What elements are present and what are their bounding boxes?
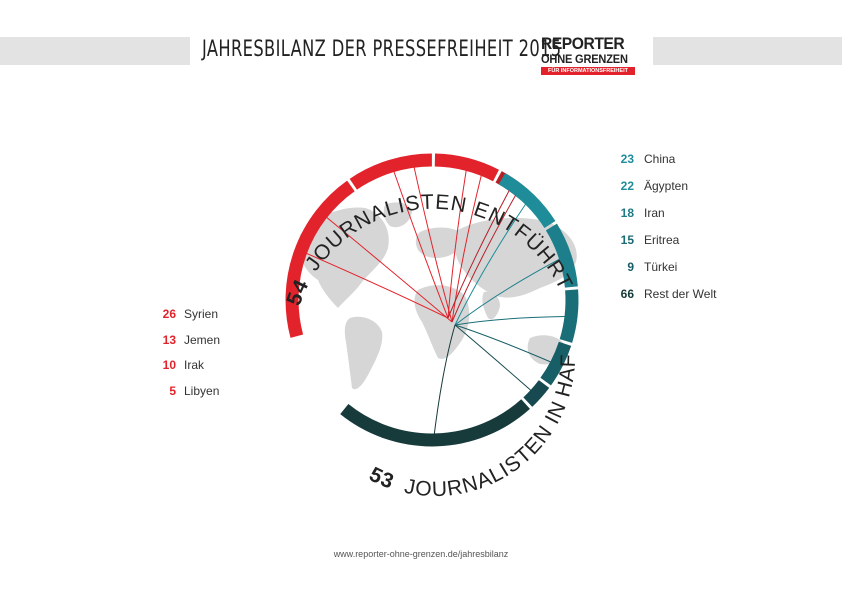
legend-item-syrien: 26 Syrien — [162, 307, 219, 321]
legend-item-libyen: 5 Libyen — [169, 384, 220, 398]
world-map — [299, 202, 577, 390]
arc-segment-turkei — [523, 380, 550, 407]
flow-line-turkei — [454, 324, 532, 391]
map-greenland — [383, 202, 412, 228]
flow-line-rest-der-welt — [433, 324, 456, 435]
header-band-right — [653, 37, 842, 65]
flow-line-agypten — [454, 258, 560, 326]
legend-item-jemen: 13 Jemen — [162, 333, 221, 347]
map-north-america — [299, 207, 389, 308]
arc-segment-china — [498, 173, 556, 229]
header-band-left — [0, 37, 190, 65]
map-europe — [415, 227, 463, 258]
page-title: JAHRESBILANZ DER PRESSEFREIHEIT 2015 — [202, 37, 562, 62]
logo-line-2: OHNE GRENZEN — [541, 52, 628, 66]
legend-item-irak: 10 Irak — [162, 358, 205, 372]
logo-line-1: REPORTER — [541, 34, 625, 53]
arc-segment-eritrea — [540, 341, 572, 386]
map-africa — [414, 285, 470, 359]
flow-line-china — [454, 203, 527, 326]
flow-line-jemen-b — [413, 167, 453, 323]
logo-line-3: FÜR INFORMATIONSFREIHEIT — [541, 67, 635, 75]
map-india — [482, 291, 500, 320]
map-south-america — [344, 316, 383, 390]
arc-segment-agypten — [545, 223, 578, 288]
footer-url: www.reporter-ohne-grenzen.de/jahresbilan… — [333, 549, 509, 559]
flow-line-jemen — [393, 171, 449, 319]
arc-segment-jemen — [349, 153, 433, 190]
flow-line-syrien-b — [326, 216, 453, 323]
logo: REPORTER OHNE GRENZEN FÜR INFORMATIONSFR… — [541, 35, 639, 75]
flow-line-iran — [454, 316, 566, 326]
flow-line-libyen-b — [451, 195, 517, 323]
arc-segment-syrien — [285, 180, 355, 338]
flow-line-irak — [447, 170, 467, 319]
arc-segment-iran — [559, 289, 579, 343]
flow-line-libyen — [447, 190, 510, 319]
flow-line-irak-b — [451, 175, 482, 323]
arc-segment-rest-der-welt — [340, 399, 530, 447]
arc-segment-irak — [434, 153, 499, 182]
flow-line-eritrea — [454, 324, 551, 363]
flow-line-syrien — [306, 252, 449, 319]
